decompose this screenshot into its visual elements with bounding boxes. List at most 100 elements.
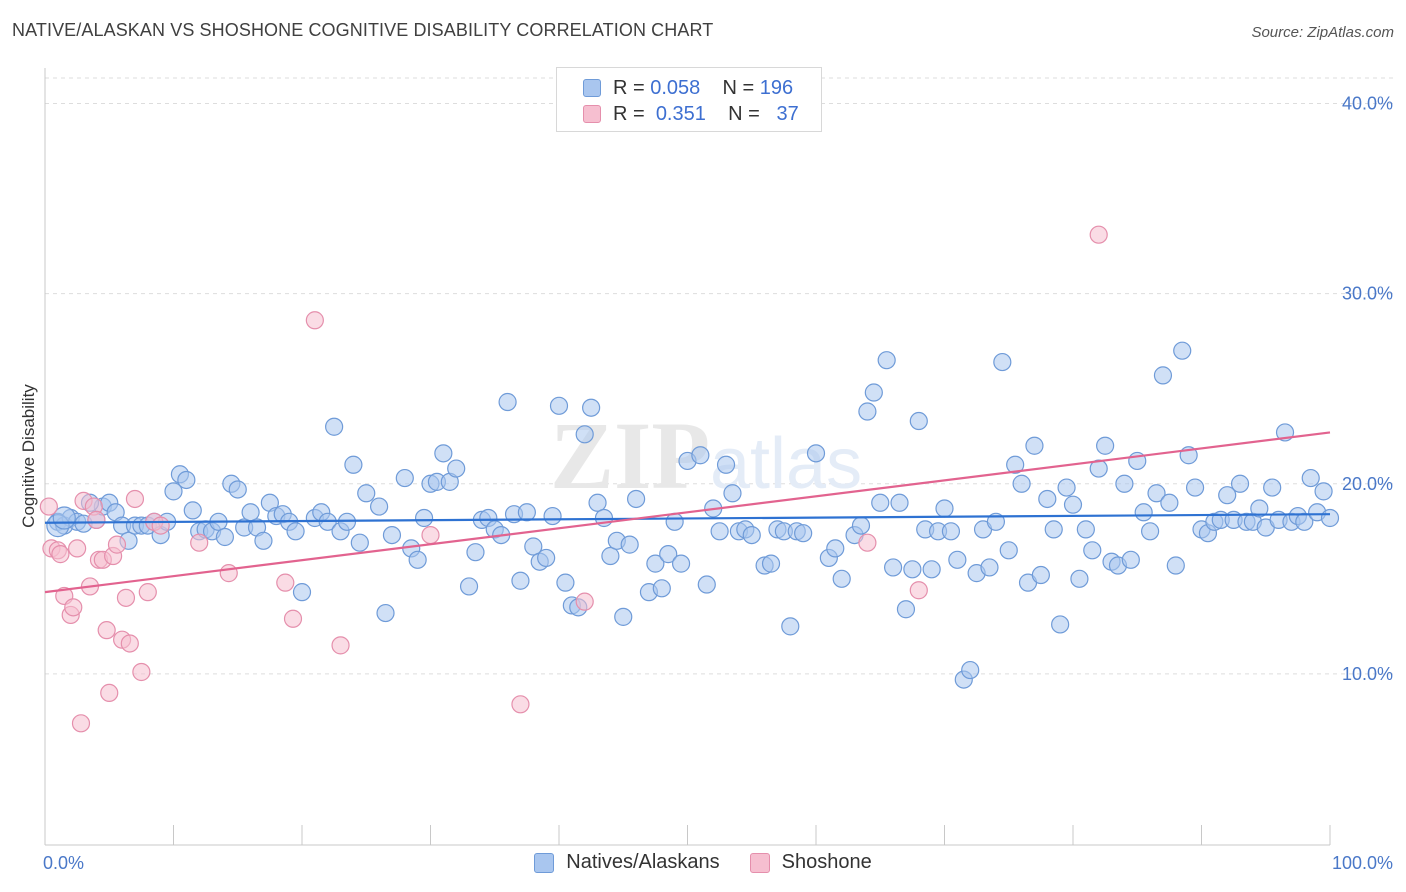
natives-point <box>537 548 556 568</box>
natives-point <box>671 554 691 573</box>
natives-point <box>601 546 620 566</box>
shoshone-point <box>120 634 139 653</box>
axes <box>44 68 1331 846</box>
shoshone-point <box>39 497 58 516</box>
natives-point <box>1147 484 1166 503</box>
shoshone-point <box>1089 225 1108 244</box>
natives-point <box>1314 482 1333 501</box>
natives-point <box>723 484 742 503</box>
natives-point <box>286 522 305 541</box>
natives-point <box>254 531 273 550</box>
natives-point <box>620 535 639 554</box>
natives-point <box>215 527 234 547</box>
shoshone-point <box>100 683 119 703</box>
shoshone-point <box>68 539 87 558</box>
natives-point <box>350 533 369 552</box>
natives-point <box>883 558 903 577</box>
y-tick-label: 20.0% <box>1342 474 1393 494</box>
natives-point <box>325 417 344 436</box>
trend-lines <box>44 431 1331 594</box>
natives-point <box>164 482 183 501</box>
natives-point <box>459 577 479 596</box>
natives-point <box>935 499 954 518</box>
natives-point <box>582 398 601 417</box>
natives-point <box>851 516 871 535</box>
natives-point <box>1263 478 1282 497</box>
shoshone-point <box>107 535 127 554</box>
natives-point <box>922 560 941 579</box>
natives-point <box>626 489 646 509</box>
natives-point <box>871 493 890 512</box>
natives-point <box>549 396 569 415</box>
pink-swatch-icon <box>583 105 601 123</box>
shoshone-point <box>421 525 440 545</box>
natives-point <box>370 497 389 516</box>
natives-point <box>241 503 260 522</box>
natives-point <box>1173 341 1192 360</box>
n-label: N = <box>728 102 760 125</box>
natives-point <box>1250 499 1269 518</box>
natives-point <box>511 571 530 590</box>
natives-point <box>646 554 665 573</box>
natives-point <box>1320 508 1340 528</box>
shoshone-point <box>219 564 238 583</box>
natives-point <box>980 558 999 577</box>
shoshone-point <box>331 636 350 655</box>
natives-point <box>1006 455 1025 474</box>
r-label: R = <box>613 102 645 125</box>
natives-point <box>794 524 813 543</box>
shoshone-point <box>305 311 324 330</box>
natives-point <box>948 550 967 569</box>
natives-point <box>357 484 376 503</box>
shoshone-point <box>132 662 151 682</box>
natives-point <box>716 455 736 474</box>
shoshone-point <box>97 621 116 640</box>
shoshone-trend-line <box>44 431 1331 594</box>
natives-point <box>1218 486 1237 505</box>
natives-point <box>376 603 395 623</box>
legend-label: Natives/Alaskans <box>566 851 720 873</box>
r-value: 0.058 <box>650 76 701 99</box>
natives-point <box>1160 493 1179 512</box>
natives-point <box>1153 366 1173 385</box>
n-label: N = <box>722 76 755 99</box>
legend-row-natives: R = 0.058 N = 196 <box>583 76 793 100</box>
shoshone-point <box>283 609 303 628</box>
legend-item-shoshone: Shoshone <box>749 851 872 874</box>
natives-point <box>806 444 826 463</box>
natives-point <box>498 392 517 412</box>
shoshone-point <box>909 581 928 600</box>
natives-point <box>1012 474 1031 493</box>
natives-point <box>177 470 196 490</box>
natives-point <box>858 402 877 421</box>
natives-point <box>832 569 851 588</box>
natives-point <box>909 411 928 431</box>
shoshone-point <box>511 695 530 714</box>
natives-point <box>395 468 414 488</box>
source-credit: Source: ZipAtlas.com <box>1251 24 1394 41</box>
natives-point <box>1121 550 1140 569</box>
natives-point <box>1038 489 1057 509</box>
natives-point <box>1063 495 1083 514</box>
natives-point <box>1057 478 1076 497</box>
natives-point <box>524 537 543 556</box>
natives-point <box>941 522 961 541</box>
natives-point <box>659 545 678 564</box>
series-legend: Natives/Alaskans Shoshone <box>0 851 1406 874</box>
natives-point <box>1301 468 1320 488</box>
natives-point <box>691 446 710 465</box>
natives-point <box>999 541 1018 560</box>
shoshone-point <box>575 592 594 611</box>
gridlines <box>45 77 1395 675</box>
natives-point <box>652 579 671 598</box>
shoshone-point <box>116 588 136 607</box>
natives-point <box>1166 556 1185 575</box>
legend-label: Shoshone <box>781 851 872 873</box>
y-tick-label: 40.0% <box>1342 94 1393 114</box>
natives-point <box>414 508 434 528</box>
natives-point <box>826 539 845 558</box>
shoshone-points <box>39 225 1108 733</box>
natives-point <box>183 501 202 520</box>
natives-point <box>517 503 536 522</box>
natives-point <box>1089 459 1108 478</box>
